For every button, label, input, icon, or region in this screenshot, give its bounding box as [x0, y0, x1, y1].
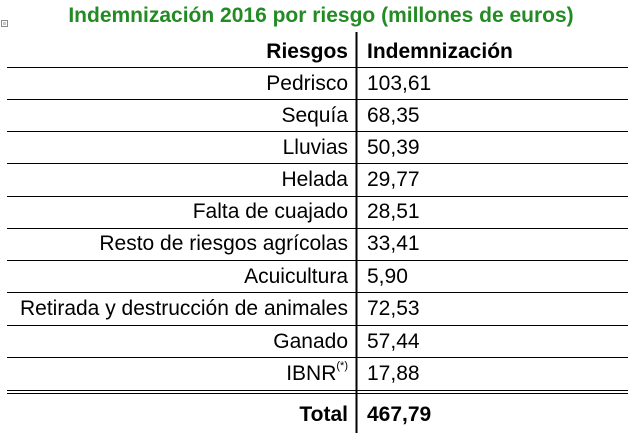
- corner-marker-icon: [1, 20, 8, 27]
- risk-value-acuicultura: 5,90: [367, 265, 408, 288]
- table-title: Indemnización 2016 por riesgo (millones …: [68, 4, 574, 27]
- risk-label-ganado: Ganado: [273, 330, 348, 353]
- total-value: 467,79: [367, 403, 432, 426]
- risk-label-ibnr-text: IBNR: [286, 362, 337, 385]
- risk-value-resto-riesgos-agricolas: 33,41: [367, 232, 420, 255]
- risk-label-resto-riesgos-agricolas: Resto de riesgos agrícolas: [99, 232, 348, 255]
- risk-label-helada: Helada: [281, 168, 348, 191]
- risk-label-ibnr-footnote-mark: (*): [336, 360, 348, 372]
- total-label: Total: [299, 403, 348, 426]
- risk-value-retirada-destruccion-animales: 72,53: [367, 297, 420, 320]
- risk-label-retirada-destruccion-animales: Retirada y destrucción de animales: [19, 297, 348, 320]
- risk-value-ibnr: 17,88: [367, 362, 420, 385]
- risk-value-ganado: 57,44: [367, 330, 420, 353]
- risk-label-sequia: Sequía: [281, 104, 348, 127]
- risk-label-lluvias: Lluvias: [282, 136, 348, 159]
- risk-label-pedrisco: Pedrisco: [266, 72, 348, 95]
- risk-label-ibnr: IBNR(*): [0, 359, 348, 389]
- risk-label-acuicultura: Acuicultura: [244, 265, 348, 288]
- column-header-risks: Riesgos: [266, 40, 348, 63]
- risk-value-helada: 29,77: [367, 168, 420, 191]
- column-header-indemnity: Indemnización: [367, 40, 513, 63]
- risk-value-falta-de-cuajado: 28,51: [367, 200, 420, 223]
- risk-label-falta-de-cuajado: Falta de cuajado: [192, 200, 348, 223]
- risk-value-lluvias: 50,39: [367, 136, 420, 159]
- risk-value-sequia: 68,35: [367, 104, 420, 127]
- risk-value-pedrisco: 103,61: [367, 72, 432, 95]
